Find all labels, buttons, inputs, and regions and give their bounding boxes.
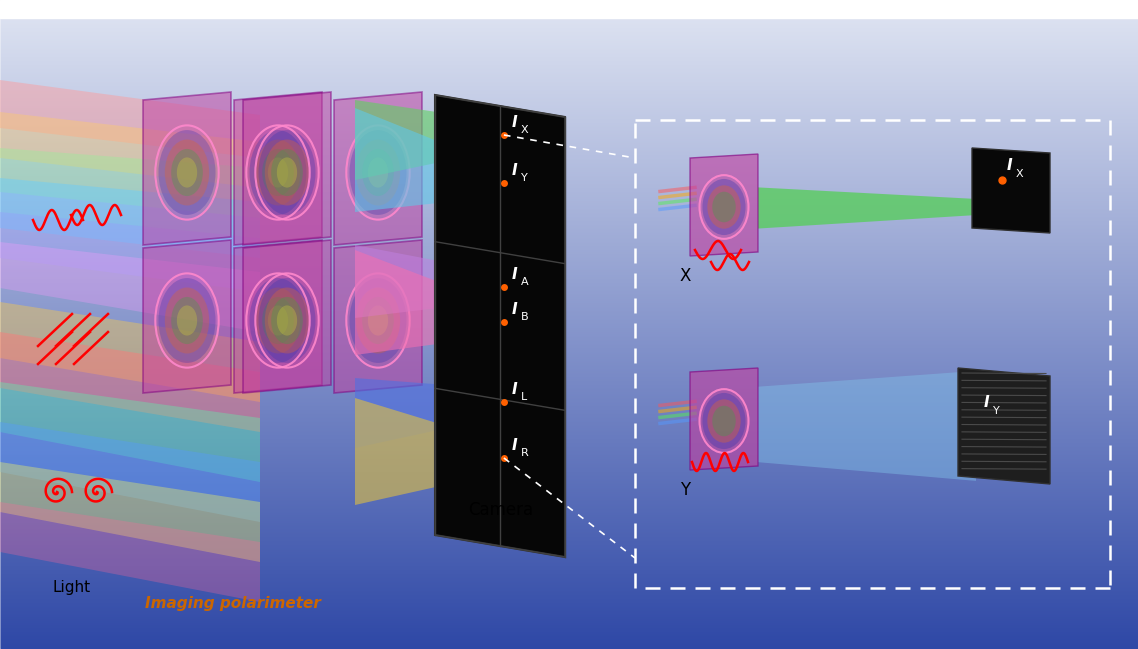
Text: Y: Y	[521, 173, 528, 183]
Polygon shape	[0, 178, 259, 258]
Ellipse shape	[368, 158, 388, 188]
Text: Camera: Camera	[468, 501, 533, 519]
Ellipse shape	[265, 140, 310, 206]
Text: I: I	[512, 438, 518, 453]
Polygon shape	[958, 368, 1050, 484]
Text: X: X	[1015, 169, 1023, 179]
Text: Light: Light	[52, 580, 90, 595]
Polygon shape	[0, 212, 259, 292]
Polygon shape	[0, 80, 259, 158]
Ellipse shape	[708, 399, 741, 443]
Text: I: I	[512, 163, 518, 178]
Ellipse shape	[171, 149, 203, 196]
Polygon shape	[0, 332, 259, 432]
Polygon shape	[690, 154, 758, 256]
Polygon shape	[143, 240, 231, 393]
Ellipse shape	[271, 297, 303, 344]
Polygon shape	[355, 108, 512, 212]
Polygon shape	[0, 242, 259, 332]
Ellipse shape	[158, 278, 215, 363]
Ellipse shape	[256, 140, 300, 206]
Ellipse shape	[349, 130, 406, 215]
Ellipse shape	[277, 306, 297, 336]
Ellipse shape	[165, 288, 209, 354]
Ellipse shape	[249, 130, 306, 215]
Ellipse shape	[256, 288, 300, 354]
Polygon shape	[435, 95, 564, 557]
Polygon shape	[333, 240, 422, 393]
Ellipse shape	[262, 297, 294, 344]
Text: I: I	[512, 115, 518, 130]
Text: B: B	[521, 312, 528, 322]
Polygon shape	[758, 371, 976, 481]
Polygon shape	[355, 100, 512, 180]
Ellipse shape	[249, 278, 306, 363]
Ellipse shape	[271, 149, 303, 196]
Ellipse shape	[708, 186, 741, 228]
Text: I: I	[983, 395, 989, 410]
Polygon shape	[234, 240, 322, 393]
Ellipse shape	[362, 297, 394, 344]
Text: A: A	[521, 277, 528, 287]
Text: I: I	[512, 267, 518, 282]
Text: I: I	[512, 382, 518, 397]
Polygon shape	[0, 148, 259, 218]
Polygon shape	[355, 378, 512, 448]
Ellipse shape	[165, 140, 209, 206]
Polygon shape	[333, 92, 422, 245]
Polygon shape	[0, 462, 259, 562]
Ellipse shape	[258, 278, 315, 363]
Ellipse shape	[158, 130, 215, 215]
Polygon shape	[244, 92, 331, 245]
Polygon shape	[758, 188, 978, 228]
Text: X: X	[521, 125, 528, 135]
Text: X: X	[681, 267, 692, 285]
Polygon shape	[355, 250, 512, 355]
Text: Y: Y	[992, 406, 999, 416]
Bar	[0, 0, 1138, 18]
Ellipse shape	[356, 140, 401, 206]
Ellipse shape	[702, 179, 745, 235]
Polygon shape	[0, 112, 259, 188]
Polygon shape	[690, 368, 758, 470]
Ellipse shape	[349, 278, 406, 363]
Polygon shape	[355, 245, 512, 318]
Ellipse shape	[368, 306, 388, 336]
Text: Imaging polarimeter: Imaging polarimeter	[145, 596, 321, 611]
Ellipse shape	[176, 306, 197, 336]
Ellipse shape	[267, 158, 288, 188]
Ellipse shape	[176, 158, 197, 188]
Polygon shape	[355, 398, 512, 505]
Ellipse shape	[267, 306, 288, 336]
Ellipse shape	[702, 393, 745, 449]
Polygon shape	[0, 502, 259, 602]
Text: I: I	[1006, 158, 1012, 173]
Ellipse shape	[262, 149, 294, 196]
Polygon shape	[0, 422, 259, 522]
Ellipse shape	[171, 297, 203, 344]
Text: I: I	[512, 302, 518, 317]
Ellipse shape	[356, 288, 401, 354]
Polygon shape	[972, 148, 1050, 233]
Polygon shape	[0, 302, 259, 402]
Ellipse shape	[258, 130, 315, 215]
Ellipse shape	[277, 158, 297, 188]
Polygon shape	[244, 240, 331, 393]
Ellipse shape	[362, 149, 394, 196]
Polygon shape	[0, 382, 259, 482]
Ellipse shape	[712, 406, 736, 436]
Text: R: R	[521, 448, 529, 458]
Polygon shape	[234, 92, 322, 245]
Text: Y: Y	[681, 481, 690, 499]
Text: L: L	[521, 392, 527, 402]
Ellipse shape	[265, 288, 310, 354]
Ellipse shape	[712, 191, 736, 223]
Polygon shape	[143, 92, 231, 245]
